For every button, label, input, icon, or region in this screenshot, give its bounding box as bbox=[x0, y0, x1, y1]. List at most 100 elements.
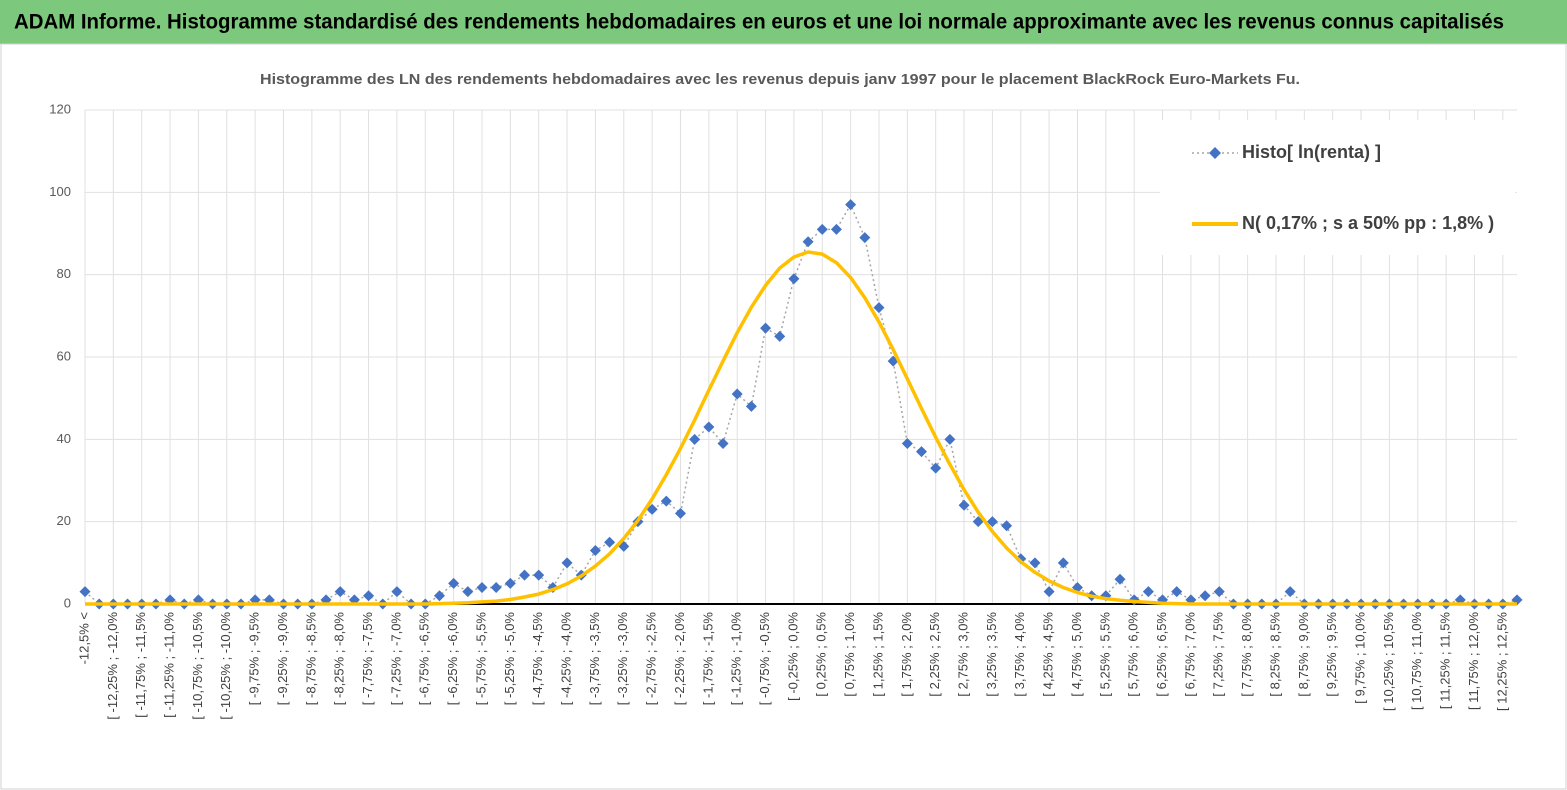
x-tick-label: [ 5,75% ; 6,0% bbox=[1126, 612, 1141, 697]
data-point bbox=[873, 302, 885, 314]
x-tick-label: [ 12,25% ; 12,5% bbox=[1494, 612, 1509, 711]
x-tick-label: [ -4,25% ; -4,0% bbox=[558, 612, 573, 706]
data-point bbox=[745, 400, 757, 412]
data-point bbox=[774, 330, 786, 342]
chart-title: Histogramme des LN des rendements hebdom… bbox=[260, 71, 1300, 88]
x-tick-label: [ -5,25% ; -5,0% bbox=[502, 612, 517, 706]
data-point bbox=[448, 577, 460, 589]
x-tick-label: [ 7,75% ; 8,0% bbox=[1239, 612, 1254, 697]
data-point bbox=[703, 421, 715, 433]
x-tick-label: [ -9,25% ; -9,0% bbox=[275, 612, 290, 706]
x-tick-label: [ -0,75% ; -0,5% bbox=[757, 612, 772, 706]
data-point bbox=[462, 586, 474, 598]
x-tick-label: [ 10,25% ; 10,5% bbox=[1381, 612, 1396, 711]
data-point bbox=[717, 437, 729, 449]
data-point bbox=[660, 495, 672, 507]
x-tick-label: [ -7,75% ; -7,5% bbox=[360, 612, 375, 706]
data-point bbox=[944, 433, 956, 445]
x-tick-label: [ 6,75% ; 7,0% bbox=[1182, 612, 1197, 697]
x-tick-label: [ -10,75% ; -10,5% bbox=[190, 612, 205, 720]
x-tick-label: [ -8,75% ; -8,5% bbox=[303, 612, 318, 706]
data-point bbox=[646, 503, 658, 515]
x-tick-label: [ 11,75% ; 12,0% bbox=[1466, 612, 1481, 710]
x-tick-label: -12,5% < bbox=[76, 612, 91, 664]
data-point bbox=[433, 590, 445, 602]
legend-box bbox=[1160, 120, 1515, 255]
data-point bbox=[901, 437, 913, 449]
x-tick-label: [ -11,75% ; -11,5% bbox=[133, 612, 148, 718]
x-tick-label: [ -10,25% ; -10,0% bbox=[218, 612, 233, 720]
x-tick-label: [ 10,75% ; 11,0% bbox=[1409, 612, 1424, 710]
data-point bbox=[1043, 586, 1055, 598]
data-point bbox=[1213, 586, 1225, 598]
x-tick-label: [ -3,75% ; -3,5% bbox=[587, 612, 602, 706]
x-tick-label: [ -7,25% ; -7,0% bbox=[388, 612, 403, 706]
x-tick-label: [ -3,25% ; -3,0% bbox=[615, 612, 630, 706]
x-tick-label: [ 2,75% ; 3,0% bbox=[955, 612, 970, 697]
data-point bbox=[760, 322, 772, 334]
x-tick-label: [ 9,25% ; 9,5% bbox=[1324, 612, 1339, 697]
x-tick-label: [ 4,25% ; 4,5% bbox=[1041, 612, 1056, 697]
data-point bbox=[1057, 557, 1069, 569]
x-tick-label: [ 7,25% ; 7,5% bbox=[1211, 612, 1226, 697]
data-point bbox=[533, 569, 545, 581]
data-point bbox=[1001, 520, 1013, 532]
data-point bbox=[930, 462, 942, 474]
data-point bbox=[561, 557, 573, 569]
x-tick-label: [ 1,75% ; 2,0% bbox=[899, 612, 914, 697]
data-point bbox=[476, 582, 488, 594]
data-point bbox=[802, 236, 814, 248]
legend-marker bbox=[1209, 147, 1221, 159]
x-tick-label: [ 0,25% ; 0,5% bbox=[814, 612, 829, 697]
data-point bbox=[689, 433, 701, 445]
x-tick-label: [ 8,25% ; 8,5% bbox=[1267, 612, 1282, 697]
y-tick-label: 20 bbox=[57, 513, 71, 528]
data-point bbox=[490, 582, 502, 594]
data-point bbox=[1114, 573, 1126, 585]
x-tick-label: [ 6,25% ; 6,5% bbox=[1154, 612, 1169, 697]
x-tick-label: [ 0,75% ; 1,0% bbox=[842, 612, 857, 697]
data-point bbox=[334, 586, 346, 598]
data-point bbox=[79, 586, 91, 598]
x-tick-label: [ -1,75% ; -1,5% bbox=[700, 612, 715, 706]
data-point bbox=[1171, 586, 1183, 598]
data-point bbox=[504, 577, 516, 589]
data-point bbox=[986, 516, 998, 528]
data-point bbox=[845, 199, 857, 211]
x-tick-label: [ -2,25% ; -2,0% bbox=[672, 612, 687, 706]
x-tick-label: [ -1,25% ; -1,0% bbox=[729, 612, 744, 706]
x-tick-label: [ 4,75% ; 5,0% bbox=[1069, 612, 1084, 697]
series-line bbox=[85, 250, 1517, 606]
y-tick-label: 60 bbox=[57, 348, 71, 363]
x-tick-label: [ 3,75% ; 4,0% bbox=[1012, 612, 1027, 697]
x-tick-label: [ 11,25% ; 11,5% bbox=[1438, 612, 1453, 710]
y-tick-label: 80 bbox=[57, 266, 71, 281]
data-point bbox=[916, 446, 928, 458]
data-point bbox=[674, 507, 686, 519]
x-tick-label: [ 2,25% ; 2,5% bbox=[927, 612, 942, 697]
x-tick-label: [ -12,25% ; -12,0% bbox=[105, 612, 120, 720]
data-point bbox=[1199, 590, 1211, 602]
data-point bbox=[363, 590, 375, 602]
data-point bbox=[958, 499, 970, 511]
x-tick-label: [ -0,25% ; 0,0% bbox=[785, 612, 800, 701]
x-tick-label: [ -11,25% ; -11,0% bbox=[162, 612, 177, 718]
legend-label: N( 0,17% ; s a 50% pp : 1,8% ) bbox=[1242, 213, 1494, 233]
y-tick-label: 40 bbox=[57, 431, 71, 446]
data-point bbox=[519, 569, 531, 581]
data-point bbox=[589, 544, 601, 556]
x-tick-label: [ -8,25% ; -8,0% bbox=[332, 612, 347, 706]
data-point bbox=[830, 223, 842, 235]
header-title: ADAM Informe. Histogramme standardisé de… bbox=[14, 11, 1504, 34]
x-tick-label: [ 1,25% ; 1,5% bbox=[870, 612, 885, 697]
y-tick-label: 100 bbox=[49, 184, 71, 199]
x-tick-label: [ 3,25% ; 3,5% bbox=[984, 612, 999, 697]
y-tick-label: 120 bbox=[49, 101, 71, 116]
data-point bbox=[788, 273, 800, 285]
x-tick-label: [ 9,75% ; 10,0% bbox=[1352, 612, 1367, 704]
x-tick-label: [ -6,25% ; -6,0% bbox=[445, 612, 460, 706]
data-point bbox=[859, 232, 871, 244]
y-tick-label: 0 bbox=[64, 595, 71, 610]
data-point bbox=[391, 586, 403, 598]
